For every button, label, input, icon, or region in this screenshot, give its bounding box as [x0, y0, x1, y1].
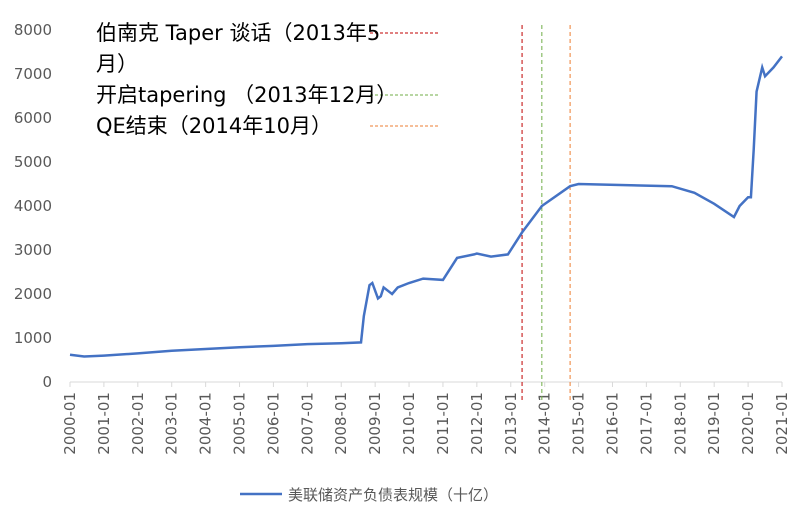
data-line — [69, 55, 783, 358]
x-tick-label: 2013-01 — [502, 392, 520, 455]
x-tick-label: 2002-01 — [129, 392, 147, 455]
x-tick-label: 2017-01 — [637, 392, 655, 455]
x-tick-label: 2010-01 — [400, 392, 418, 455]
y-tick-label: 8000 — [14, 21, 52, 39]
annotation-label: QE结束（2014年10月） — [96, 114, 332, 138]
x-tick-label: 2009-01 — [366, 392, 384, 455]
x-tick-label: 2001-01 — [95, 392, 113, 455]
x-tick-label: 2007-01 — [298, 392, 316, 455]
x-tick-label: 2004-01 — [197, 392, 215, 455]
x-tick-label: 2005-01 — [231, 392, 249, 455]
x-tick-label: 2019-01 — [705, 392, 723, 455]
x-tick-label: 2015-01 — [570, 392, 588, 455]
y-tick-label: 5000 — [14, 153, 52, 171]
annotation-label: 开启tapering （2013年12月） — [96, 83, 398, 107]
y-tick-label: 4000 — [14, 197, 52, 215]
x-tick-label: 2020-01 — [739, 392, 757, 455]
legend-label: 美联储资产负债表规模（十亿） — [288, 486, 498, 504]
x-tick-label: 2006-01 — [264, 392, 282, 455]
y-tick-label: 2000 — [14, 285, 52, 303]
annotation-list: 伯南克 Taper 谈话（2013年5月） 开启tapering （2013年12… — [96, 18, 406, 142]
x-tick-label: 2021-01 — [773, 392, 791, 455]
x-tick-label: 2003-01 — [163, 392, 181, 455]
x-tick-label: 2008-01 — [332, 392, 350, 455]
x-tick-label: 2018-01 — [671, 392, 689, 455]
y-tick-label: 3000 — [14, 241, 52, 259]
x-tick-label: 2016-01 — [603, 392, 621, 455]
x-tick-label: 2000-01 — [61, 392, 79, 455]
y-tick-label: 7000 — [14, 65, 52, 83]
annotation-label: 伯南克 Taper 谈话（2013年5月） — [96, 21, 381, 76]
y-tick-label: 1000 — [14, 329, 52, 347]
x-tick-label: 2014-01 — [536, 392, 554, 455]
y-tick-label: 0 — [42, 373, 52, 391]
y-tick-label: 6000 — [14, 109, 52, 127]
x-tick-label: 2011-01 — [434, 392, 452, 455]
x-tick-label: 2012-01 — [468, 392, 486, 455]
